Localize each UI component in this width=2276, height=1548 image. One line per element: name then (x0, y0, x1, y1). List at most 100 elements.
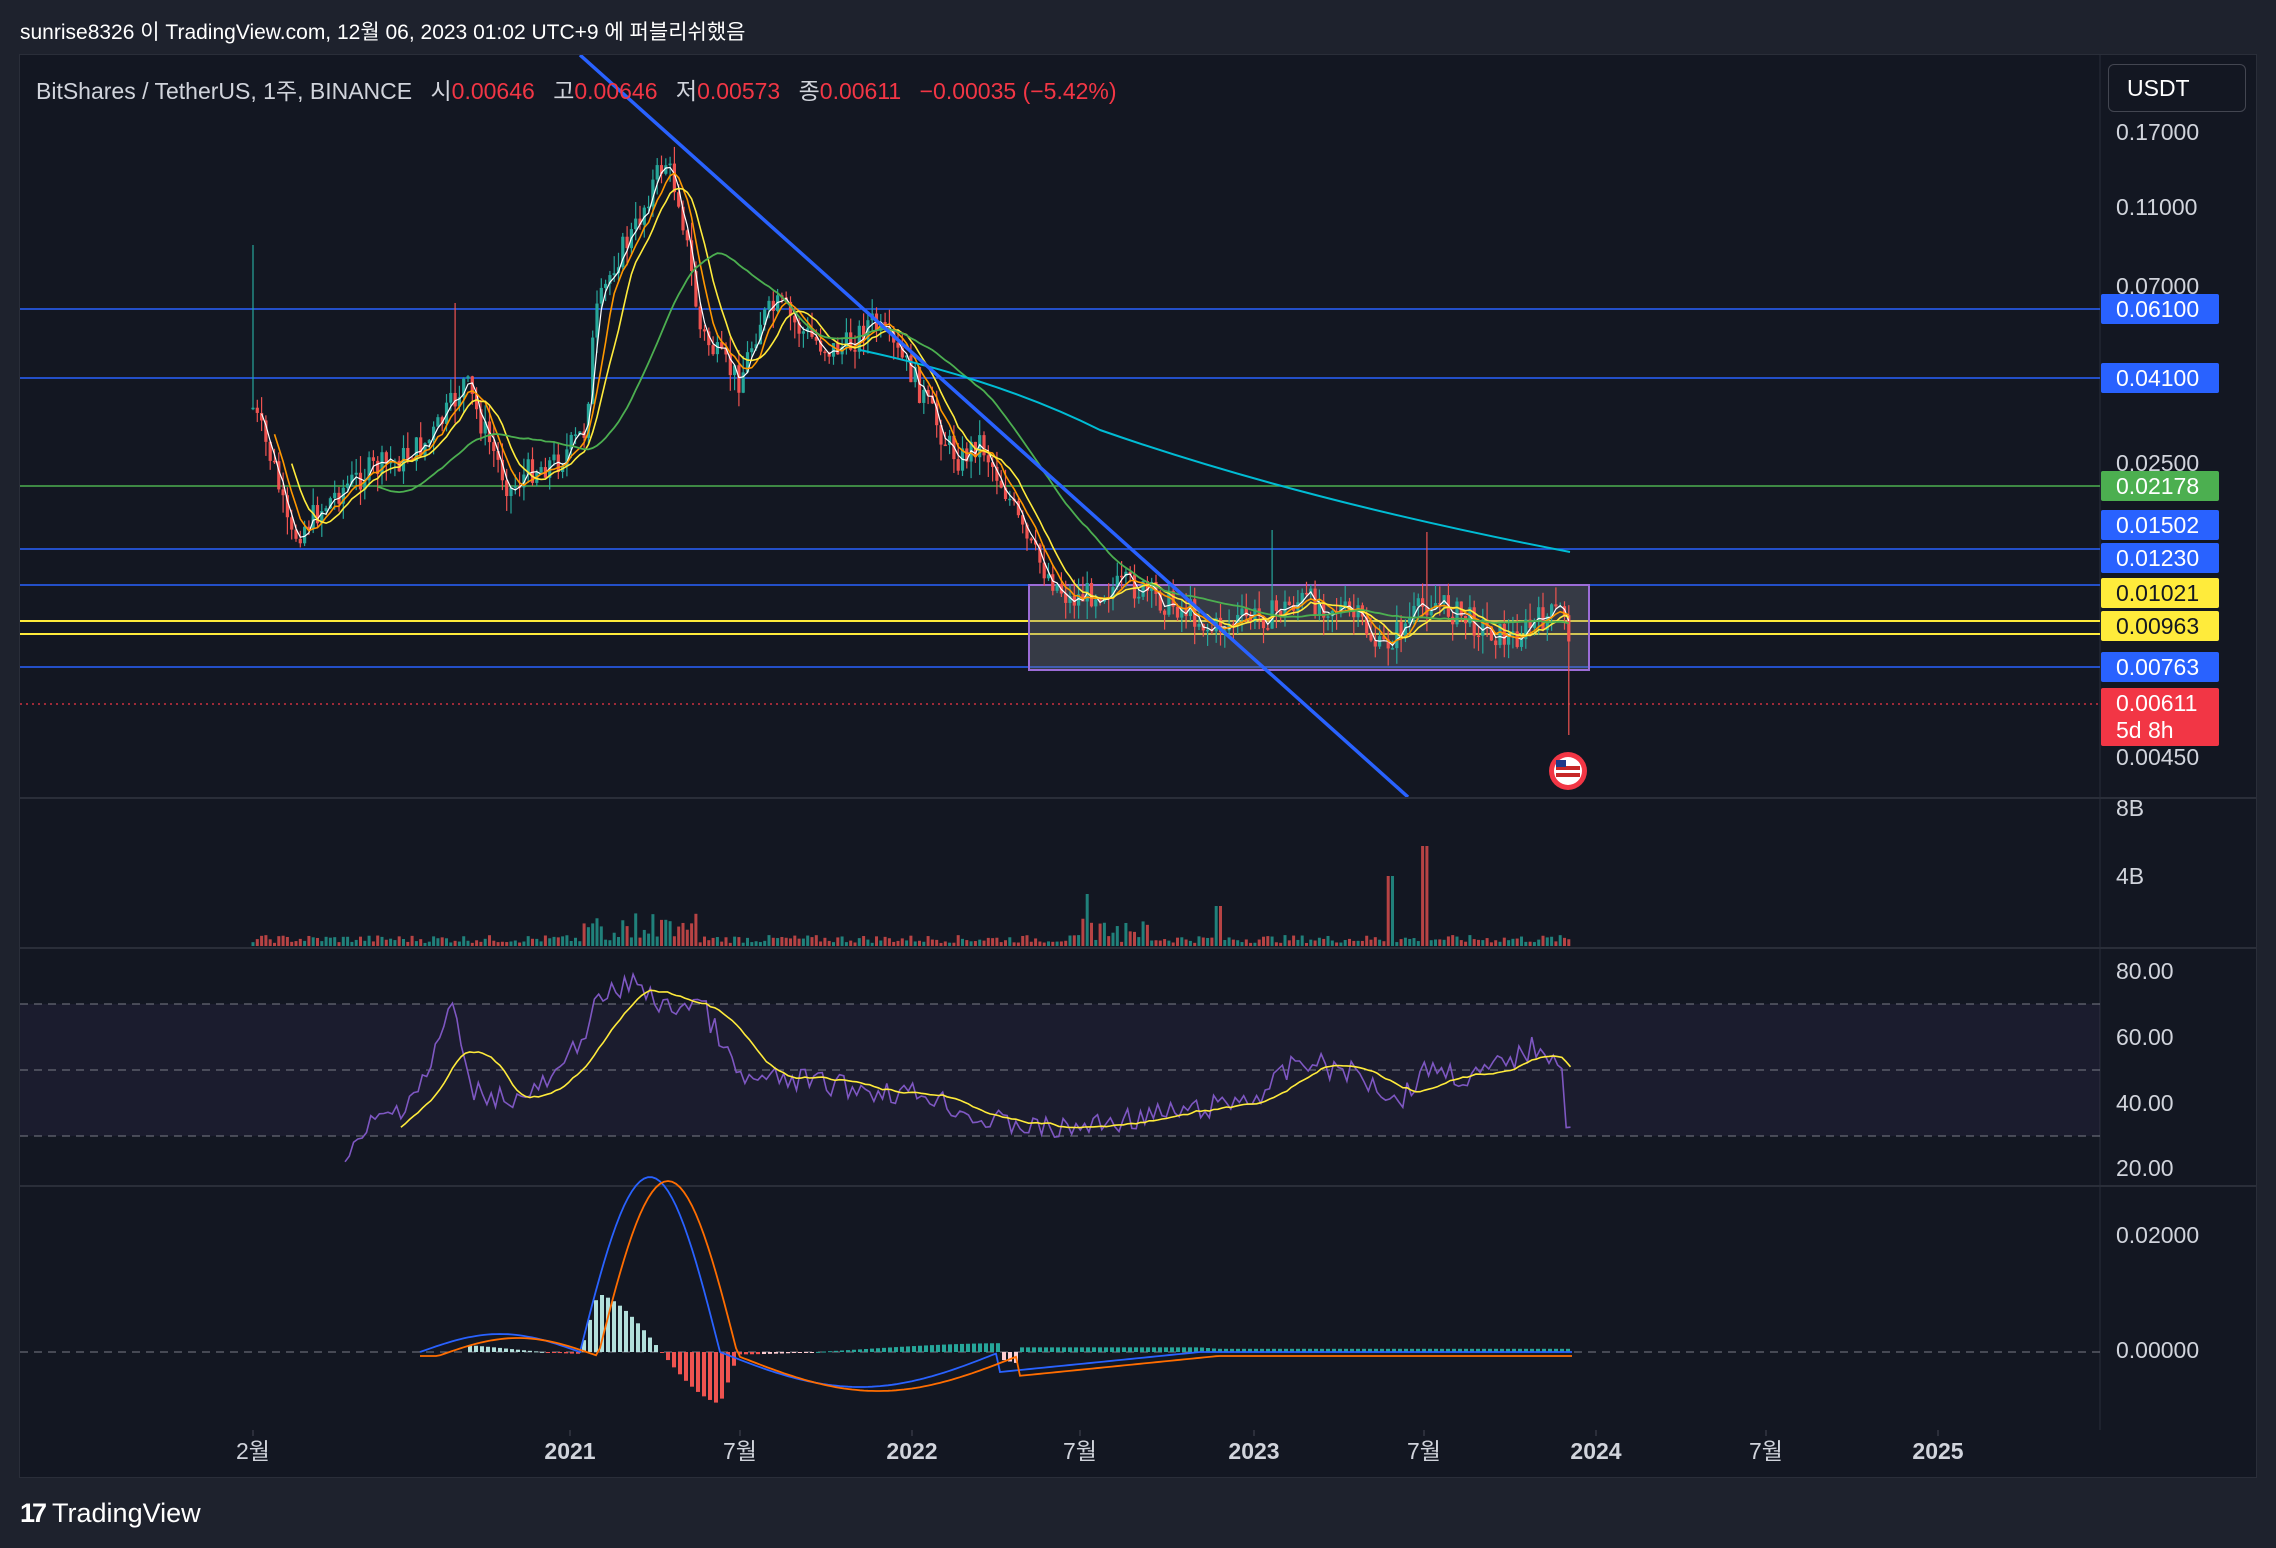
macd-histogram-bar (978, 1343, 982, 1352)
volume-bar (1012, 942, 1016, 946)
volume-bar (1210, 937, 1214, 946)
time-label: 2021 (544, 1438, 595, 1464)
ma-20-line (273, 172, 1570, 645)
macd-histogram-bar (750, 1352, 754, 1355)
macd-histogram-bar (1470, 1348, 1474, 1352)
price-panel[interactable] (20, 55, 2100, 797)
candle-body (1064, 593, 1068, 603)
macd-histogram-bar (1122, 1347, 1126, 1352)
high-value: 0.00646 (574, 78, 658, 104)
volume-bar (561, 936, 565, 946)
macd-histogram-bar (624, 1310, 628, 1352)
brand-name: TradingView (52, 1498, 201, 1528)
macd-histogram-bar (1230, 1348, 1234, 1352)
volume-bar (655, 936, 659, 946)
macd-histogram-bar (582, 1340, 586, 1352)
macd-histogram-bar (1134, 1347, 1138, 1352)
volume-bar (952, 942, 956, 946)
rsi-panel[interactable] (20, 971, 2100, 1163)
candle-body (1154, 581, 1158, 594)
candle-body (552, 454, 556, 461)
candle-body (320, 511, 324, 524)
volume-bar (1399, 939, 1403, 946)
volume-bar (1064, 940, 1068, 946)
macd-histogram-bar (1206, 1348, 1210, 1352)
volume-panel[interactable] (251, 846, 1571, 946)
volume-bar (1545, 937, 1549, 946)
volume-bar (634, 913, 638, 946)
volume-bar (741, 942, 745, 946)
candle-body (1326, 616, 1330, 618)
price-tag-label: 0.02178 (2116, 473, 2199, 499)
candle-body (1120, 575, 1124, 578)
candle-body (255, 407, 259, 413)
candle-body (831, 343, 836, 357)
volume-bar (543, 935, 547, 946)
volume-bar (466, 940, 470, 946)
volume-bar (273, 942, 276, 946)
volume-bar (763, 940, 767, 946)
macd-histogram-bar (696, 1352, 700, 1392)
candle-body (1532, 619, 1536, 628)
volume-bar (1395, 942, 1399, 946)
volume-bar (1051, 941, 1055, 946)
open-value: 0.00646 (451, 78, 535, 104)
candle-body (793, 315, 797, 323)
volume-bar (1107, 936, 1111, 946)
volume-bar (784, 937, 788, 946)
volume-bar (1481, 940, 1485, 946)
candle-body (1197, 623, 1201, 627)
macd-histogram-bar (1128, 1347, 1132, 1352)
macd-panel[interactable] (20, 1176, 2100, 1403)
macd-histogram-bar (618, 1305, 622, 1352)
volume-bar (1425, 846, 1429, 946)
macd-histogram-bar (1194, 1347, 1198, 1352)
volume-bar (1137, 937, 1141, 946)
us-flag-stripe (1556, 773, 1580, 777)
volume-bar (1188, 940, 1192, 946)
time-label: 7월 (723, 1438, 757, 1464)
candle-body (1382, 636, 1386, 640)
candle-body (350, 474, 354, 484)
candle-body (1537, 607, 1541, 620)
volume-bar (892, 941, 896, 946)
candle-body (1412, 605, 1416, 619)
time-label: 2022 (886, 1438, 937, 1464)
candle-body (483, 421, 487, 434)
candle-body (1485, 619, 1489, 627)
candle-body (268, 441, 272, 461)
volume-bar (642, 929, 646, 946)
volume-bar (311, 937, 315, 946)
macd-histogram-bar (534, 1351, 538, 1353)
volume-bar (1485, 938, 1489, 946)
macd-histogram-bar (846, 1350, 850, 1352)
macd-histogram-bar (642, 1330, 646, 1352)
volume-bar (1249, 942, 1253, 946)
macd-histogram-bar (1566, 1348, 1570, 1352)
volume-bar (767, 935, 771, 946)
volume-bar (1296, 939, 1300, 946)
volume-bar (518, 942, 522, 946)
macd-histogram-bar (852, 1349, 856, 1352)
symbol-legend: BitShares / TetherUS, 1주, BINANCE 시0.006… (36, 72, 1117, 106)
candle-body (1150, 581, 1154, 591)
volume-bar (599, 926, 603, 946)
price-tag (2101, 578, 2219, 608)
candle-body (1025, 524, 1029, 539)
macd-histogram-bar (606, 1297, 610, 1352)
ma-200-line (859, 349, 1571, 553)
candle-body (1167, 590, 1171, 615)
volume-bar (1343, 940, 1347, 946)
volume-bar (1511, 938, 1515, 946)
macd-histogram-bar (486, 1346, 490, 1352)
macd-histogram-bar (816, 1351, 820, 1353)
candle-body (389, 461, 393, 464)
candle-body (733, 365, 737, 376)
currency-button[interactable]: USDT (2108, 64, 2246, 112)
volume-bar (801, 938, 805, 946)
macd-histogram-bar (552, 1352, 556, 1353)
time-label: 7월 (1749, 1438, 1783, 1464)
volume-bar (251, 942, 255, 946)
price-tick-label: 0.17000 (2116, 119, 2199, 145)
